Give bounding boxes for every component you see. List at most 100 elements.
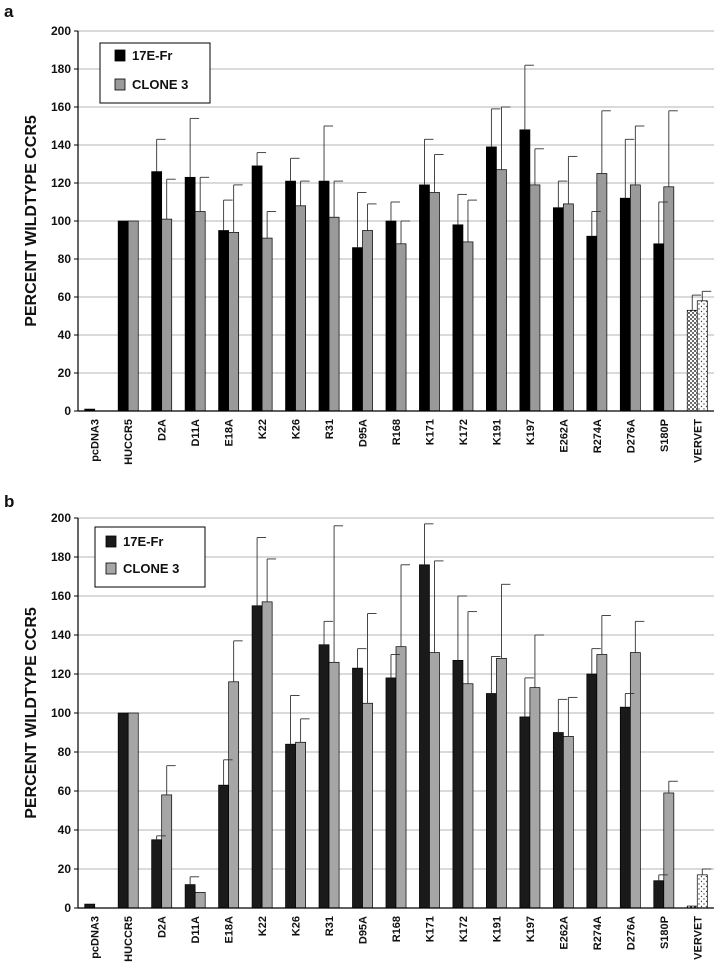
panel-a-y-tick-label: 20 <box>58 366 72 380</box>
panel-b-category-label: R31 <box>324 916 336 936</box>
panel-b-bar-clone-3-k172 <box>462 683 474 909</box>
panel-b-category-label: E18A <box>224 916 236 944</box>
panel-a-category-label: K26 <box>291 419 303 439</box>
panel-b-y-tick-label: 60 <box>58 784 72 798</box>
panel-a-category-label: D95A <box>358 419 370 447</box>
panel-b: b PERCENT WILDTYPE CCR5 0 20 40 60 80 100 120 1… <box>4 492 714 962</box>
panel-a-legend: 17E-Fr CLONE 3 <box>99 42 211 104</box>
panel-a-bar-17e-fr-d11a <box>184 176 196 412</box>
panel-a-bar-clone-3-k26 <box>295 205 306 412</box>
panel-b-y-tick-label: 180 <box>51 550 71 564</box>
panel-b-category-label: pcDNA3 <box>90 916 102 959</box>
panel-a-category-label: K191 <box>491 419 503 445</box>
panel-b-y-tick-label: 20 <box>58 862 72 876</box>
panel-a-bar-clone-3-d11a <box>194 211 206 412</box>
panel-a-bar-clone-3-r31 <box>328 216 340 412</box>
panel-a-axes <box>77 31 714 412</box>
panel-a-y-ticks: 0 20 40 60 80 100 120 140 160 180 200 <box>51 24 78 418</box>
panel-b-bar-17e-fr-k171 <box>419 564 430 909</box>
panel-a-bar-17e-fr-k22 <box>251 165 263 412</box>
panel-b-legend-label-clone-3: CLONE 3 <box>123 561 179 576</box>
panel-b-category-label: R168 <box>391 916 403 942</box>
panel-b-bar-17e-fr-huccr5 <box>117 712 129 909</box>
panel-a-category-label: R168 <box>391 419 403 445</box>
panel-b-category-label: K197 <box>525 916 537 942</box>
panel-a-category-label: K22 <box>257 419 269 439</box>
panel-a-bar-17e-fr-huccr5 <box>117 220 129 412</box>
panel-a-category-label: HUCCR5 <box>123 419 135 465</box>
panel-a-bar-clone-3-vervet <box>696 300 708 412</box>
panel-b-category-label: K26 <box>291 916 303 936</box>
panel-b-bar-17e-fr-d11a <box>184 884 196 909</box>
panel-b-bar-17e-fr-d2a <box>151 839 163 909</box>
panel-b-bar-17e-fr-e262a <box>552 732 564 909</box>
panel-a-category-label: R274A <box>592 419 604 453</box>
panel-b-bar-17e-fr-d95a <box>352 667 363 909</box>
panel-b-bar-clone-3-e262a <box>563 736 574 909</box>
panel-b-y-tick-label: 120 <box>51 667 71 681</box>
panel-b-legend-label-17e-fr: 17E-Fr <box>123 534 163 549</box>
panel-b-bars <box>84 564 708 909</box>
panel-a-bar-clone-3-k172 <box>462 241 474 412</box>
panel-b-category-label: K171 <box>424 916 436 942</box>
panel-b-y-tick-label: 140 <box>51 628 71 642</box>
panel-b-bar-clone-3-d11a <box>194 892 206 909</box>
panel-b-bar-clone-3-d2a <box>161 794 173 909</box>
panel-b-category-label: R274A <box>592 916 604 950</box>
panel-a-category-label: K197 <box>525 419 537 445</box>
panel-b-legend-swatch-17e-fr <box>105 535 117 548</box>
panel-b-legend-swatch-clone-3 <box>105 562 117 575</box>
panel-b-bar-clone-3-s180p <box>663 792 675 909</box>
panel-b-bar-17e-fr-r31 <box>318 644 330 909</box>
panel-b-category-label: VERVET <box>692 916 704 960</box>
panel-b-bar-17e-fr-d276a <box>619 706 631 909</box>
panel-b-y-tick-label: 100 <box>51 706 71 720</box>
panel-a-y-tick-label: 60 <box>58 290 72 304</box>
panel-a-bars <box>84 129 708 412</box>
panel-a-category-label: S180P <box>659 419 671 452</box>
panel-b-y-tick-label: 200 <box>51 511 71 525</box>
panel-b-bar-17e-fr-s180p <box>653 880 665 909</box>
panel-a-bar-17e-fr-vervet <box>686 309 698 412</box>
panel-a-bar-17e-fr-s180p <box>653 243 665 412</box>
panel-a-y-axis-label: PERCENT WILDTYPE CCR5 <box>23 115 40 327</box>
panel-a-y-tick-label: 120 <box>51 176 71 190</box>
panel-b-bar-17e-fr-k22 <box>251 605 263 909</box>
panel-a-bar-clone-3-d2a <box>161 218 173 412</box>
panel-a-bar-17e-fr-d95a <box>352 247 363 412</box>
panel-a-bar-17e-fr-e18a <box>218 230 229 412</box>
panel-a-category-label: R31 <box>324 419 336 439</box>
panel-a-y-tick-label: 160 <box>51 100 71 114</box>
panel-b-bar-17e-fr-k26 <box>285 743 296 909</box>
panel-b-bar-clone-3-vervet <box>696 874 708 909</box>
panel-b-bar-clone-3-e18a <box>228 681 240 909</box>
panel-b-bar-17e-fr-e18a <box>218 784 229 909</box>
panel-a-bar-clone-3-k171 <box>429 192 440 412</box>
panel-b-error-bars <box>156 523 712 885</box>
panel-b-bar-clone-3-huccr5 <box>127 712 139 909</box>
panel-a-bar-17e-fr-k26 <box>285 180 296 412</box>
panel-a-y-tick-label: 140 <box>51 138 71 152</box>
panel-a-bar-clone-3-k191 <box>496 169 507 412</box>
panel-b-y-tick-label: 160 <box>51 589 71 603</box>
panel-b-label: b <box>4 492 14 511</box>
panel-b-bar-17e-fr-k191 <box>486 693 497 909</box>
panel-a-bar-clone-3-r274a <box>596 173 608 412</box>
panel-b-category-label: K191 <box>491 916 503 942</box>
panel-b-legend: 17E-Fr CLONE 3 <box>94 526 206 588</box>
panel-b-bar-17e-fr-r168 <box>385 677 397 909</box>
panel-a-bar-clone-3-d276a <box>629 184 641 412</box>
panel-a-legend-swatch-17e-fr <box>114 49 126 62</box>
panel-b-category-label: S180P <box>659 916 671 949</box>
panel-a-category-label: K172 <box>458 419 470 445</box>
panel-b-y-ticks: 0 20 40 60 80 100 120 140 160 180 200 <box>51 511 78 915</box>
panel-b-bar-clone-3-r31 <box>328 661 340 909</box>
panel-a-y-tick-label: 80 <box>58 252 72 266</box>
panel-a-category-label: VERVET <box>692 419 704 463</box>
panel-b-y-tick-label: 40 <box>58 823 72 837</box>
panel-b-bar-clone-3-k197 <box>529 687 541 909</box>
panel-a-bar-clone-3-r168 <box>395 243 407 412</box>
panel-b-category-label: D276A <box>625 916 637 950</box>
panel-a-y-tick-label: 0 <box>64 404 71 418</box>
panel-b-bar-clone-3-k22 <box>261 601 273 909</box>
